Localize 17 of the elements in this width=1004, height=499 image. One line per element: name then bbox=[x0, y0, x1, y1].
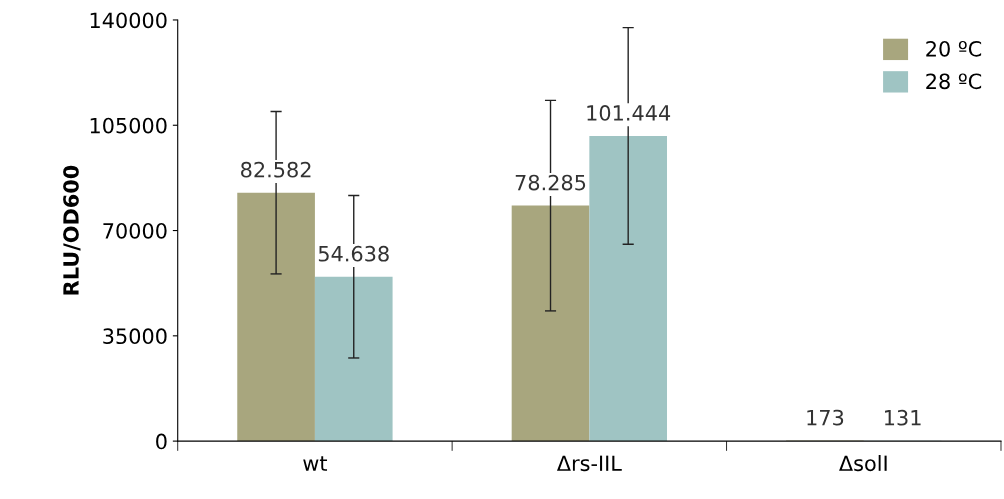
y-tick-label: 0 bbox=[156, 433, 167, 450]
y-tick-label: 105000 bbox=[90, 117, 167, 134]
data-label: 101.444 bbox=[587, 105, 671, 121]
x-tick-label: wt bbox=[303, 456, 328, 471]
y-axis-title: RLU/OD600 bbox=[63, 165, 81, 295]
x-tick-label: Δrs-IIL bbox=[556, 455, 622, 472]
data-label: 131 bbox=[885, 409, 921, 426]
x-tick-label: ΔsolI bbox=[839, 455, 887, 472]
y-tick-label: 140000 bbox=[90, 12, 167, 29]
y-tick-label: 70000 bbox=[103, 222, 167, 239]
y-tick-label: 35000 bbox=[103, 328, 167, 345]
data-label: 82.582 bbox=[241, 161, 311, 178]
data-label: 173 bbox=[807, 409, 844, 426]
legend-label: 20 ºC bbox=[926, 40, 982, 57]
legend-label: 28 ºC bbox=[926, 73, 982, 90]
data-label: 78.285 bbox=[515, 174, 586, 191]
data-label: 54.638 bbox=[318, 245, 389, 262]
